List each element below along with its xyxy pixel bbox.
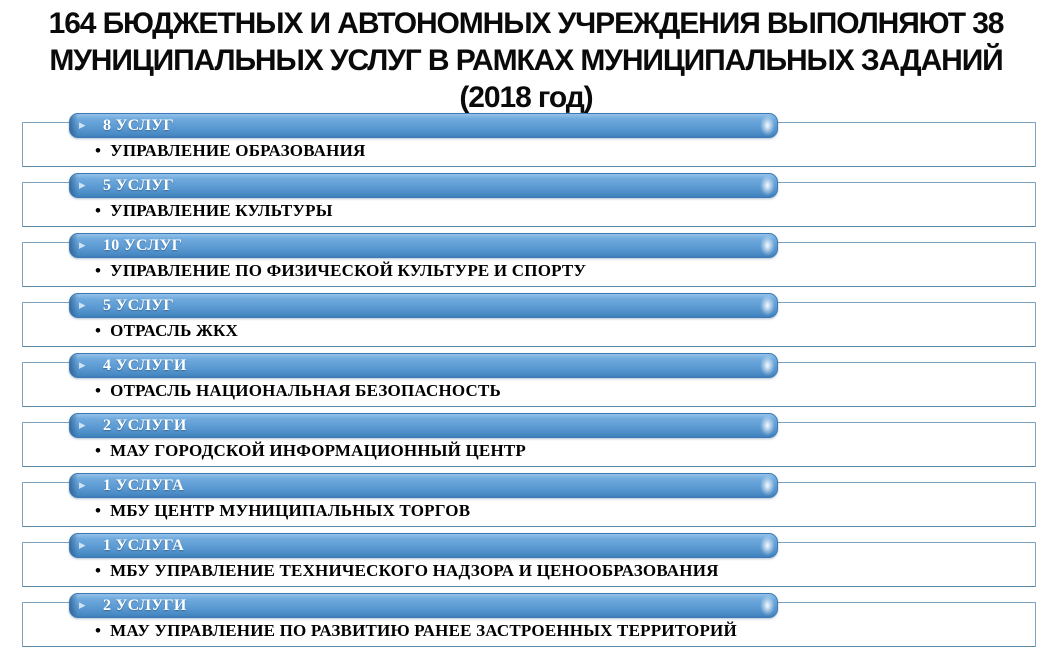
service-count-label: 8 УСЛУГ: [103, 117, 174, 134]
slide-title: 164 БЮДЖЕТНЫХ И АВТОНОМНЫХ УЧРЕЖДЕНИЯ ВЫ…: [0, 5, 1052, 116]
chevron-right-icon: ▸: [79, 537, 86, 552]
list-item: ▸ 2 УСЛУГИ • МАУ ГОРОДСКОЙ ИНФОРМАЦИОННЫЙ…: [22, 413, 1036, 467]
organization-label: • МАУ ГОРОДСКОЙ ИНФОРМАЦИОННЫЙ ЦЕНТР: [95, 440, 526, 462]
organization-label: • УПРАВЛЕНИЕ ПО ФИЗИЧЕСКОЙ КУЛЬТУРЕ И СПО…: [95, 260, 586, 282]
item-header-bar: ▸ 4 УСЛУГИ: [69, 353, 778, 378]
list-item: ▸ 10 УСЛУГ • УПРАВЛЕНИЕ ПО ФИЗИЧЕСКОЙ КУЛ…: [22, 233, 1036, 287]
organization-text: МАУ УПРАВЛЕНИЕ ПО РАЗВИТИЮ РАНЕЕ ЗАСТРОЕ…: [110, 621, 737, 640]
title-line-2: МУНИЦИПАЛЬНЫХ УСЛУГ В РАМКАХ МУНИЦИПАЛЬН…: [49, 44, 1003, 77]
chevron-right-icon: ▸: [79, 357, 86, 372]
bullet-icon: •: [95, 561, 102, 580]
service-count-label: 5 УСЛУГ: [103, 297, 174, 314]
service-count-label: 2 УСЛУГИ: [103, 417, 187, 434]
chevron-right-icon: ▸: [79, 177, 86, 192]
list-item: ▸ 2 УСЛУГИ • МАУ УПРАВЛЕНИЕ ПО РАЗВИТИЮ Р…: [22, 593, 1036, 647]
list-item: ▸ 1 УСЛУГА • МБУ УПРАВЛЕНИЕ ТЕХНИЧЕСКОГО …: [22, 533, 1036, 587]
bullet-icon: •: [95, 441, 102, 460]
bullet-icon: •: [95, 501, 102, 520]
organization-text: МБУ ЦЕНТР МУНИЦИПАЛЬНЫХ ТОРГОВ: [110, 501, 471, 520]
organization-text: МАУ ГОРОДСКОЙ ИНФОРМАЦИОННЫЙ ЦЕНТР: [110, 441, 527, 460]
organization-text: ОТРАСЛЬ ЖКХ: [110, 321, 238, 340]
service-count-label: 4 УСЛУГИ: [103, 357, 187, 374]
bullet-icon: •: [95, 321, 102, 340]
chevron-right-icon: ▸: [79, 297, 86, 312]
organization-label: • УПРАВЛЕНИЕ КУЛЬТУРЫ: [95, 200, 333, 222]
item-header-bar: ▸ 2 УСЛУГИ: [69, 593, 778, 618]
service-count-label: 2 УСЛУГИ: [103, 597, 187, 614]
organization-label: • МБУ ЦЕНТР МУНИЦИПАЛЬНЫХ ТОРГОВ: [95, 500, 470, 522]
organization-label: • МБУ УПРАВЛЕНИЕ ТЕХНИЧЕСКОГО НАДЗОРА И Ц…: [95, 560, 719, 582]
item-header-bar: ▸ 10 УСЛУГ: [69, 233, 778, 258]
bullet-icon: •: [95, 261, 102, 280]
list-item: ▸ 8 УСЛУГ • УПРАВЛЕНИЕ ОБРАЗОВАНИЯ: [22, 113, 1036, 167]
organization-label: • МАУ УПРАВЛЕНИЕ ПО РАЗВИТИЮ РАНЕЕ ЗАСТРО…: [95, 620, 737, 642]
item-header-bar: ▸ 1 УСЛУГА: [69, 473, 778, 498]
list-item: ▸ 5 УСЛУГ • УПРАВЛЕНИЕ КУЛЬТУРЫ: [22, 173, 1036, 227]
organization-text: МБУ УПРАВЛЕНИЕ ТЕХНИЧЕСКОГО НАДЗОРА И ЦЕ…: [110, 561, 719, 580]
list-item: ▸ 5 УСЛУГ • ОТРАСЛЬ ЖКХ: [22, 293, 1036, 347]
list-item: ▸ 4 УСЛУГИ • ОТРАСЛЬ НАЦИОНАЛЬНАЯ БЕЗОПАС…: [22, 353, 1036, 407]
chevron-right-icon: ▸: [79, 597, 86, 612]
organization-text: УПРАВЛЕНИЕ ПО ФИЗИЧЕСКОЙ КУЛЬТУРЕ И СПОР…: [110, 261, 587, 280]
service-count-label: 10 УСЛУГ: [103, 237, 183, 254]
item-header-bar: ▸ 8 УСЛУГ: [69, 113, 778, 138]
list-item: ▸ 1 УСЛУГА • МБУ ЦЕНТР МУНИЦИПАЛЬНЫХ ТОРГ…: [22, 473, 1036, 527]
item-header-bar: ▸ 1 УСЛУГА: [69, 533, 778, 558]
item-header-bar: ▸ 2 УСЛУГИ: [69, 413, 778, 438]
chevron-right-icon: ▸: [79, 237, 86, 252]
item-header-bar: ▸ 5 УСЛУГ: [69, 173, 778, 198]
organization-label: • ОТРАСЛЬ НАЦИОНАЛЬНАЯ БЕЗОПАСНОСТЬ: [95, 380, 501, 402]
bullet-icon: •: [95, 621, 102, 640]
item-header-bar: ▸ 5 УСЛУГ: [69, 293, 778, 318]
organization-label: • ОТРАСЛЬ ЖКХ: [95, 320, 238, 342]
bullet-icon: •: [95, 141, 102, 160]
bullet-icon: •: [95, 201, 102, 220]
chevron-right-icon: ▸: [79, 417, 86, 432]
service-count-label: 1 УСЛУГА: [103, 477, 184, 494]
title-line-1: 164 БЮДЖЕТНЫХ И АВТОНОМНЫХ УЧРЕЖДЕНИЯ ВЫ…: [48, 7, 1005, 40]
chevron-right-icon: ▸: [79, 477, 86, 492]
service-count-label: 5 УСЛУГ: [103, 177, 174, 194]
bullet-icon: •: [95, 381, 102, 400]
organization-text: УПРАВЛЕНИЕ КУЛЬТУРЫ: [110, 201, 333, 220]
chevron-right-icon: ▸: [79, 117, 86, 132]
service-count-label: 1 УСЛУГА: [103, 537, 184, 554]
organization-text: УПРАВЛЕНИЕ ОБРАЗОВАНИЯ: [110, 141, 366, 160]
title-line-3: (2018 год): [459, 81, 593, 114]
organization-label: • УПРАВЛЕНИЕ ОБРАЗОВАНИЯ: [95, 140, 365, 162]
organization-text: ОТРАСЛЬ НАЦИОНАЛЬНАЯ БЕЗОПАСНОСТЬ: [110, 381, 501, 400]
